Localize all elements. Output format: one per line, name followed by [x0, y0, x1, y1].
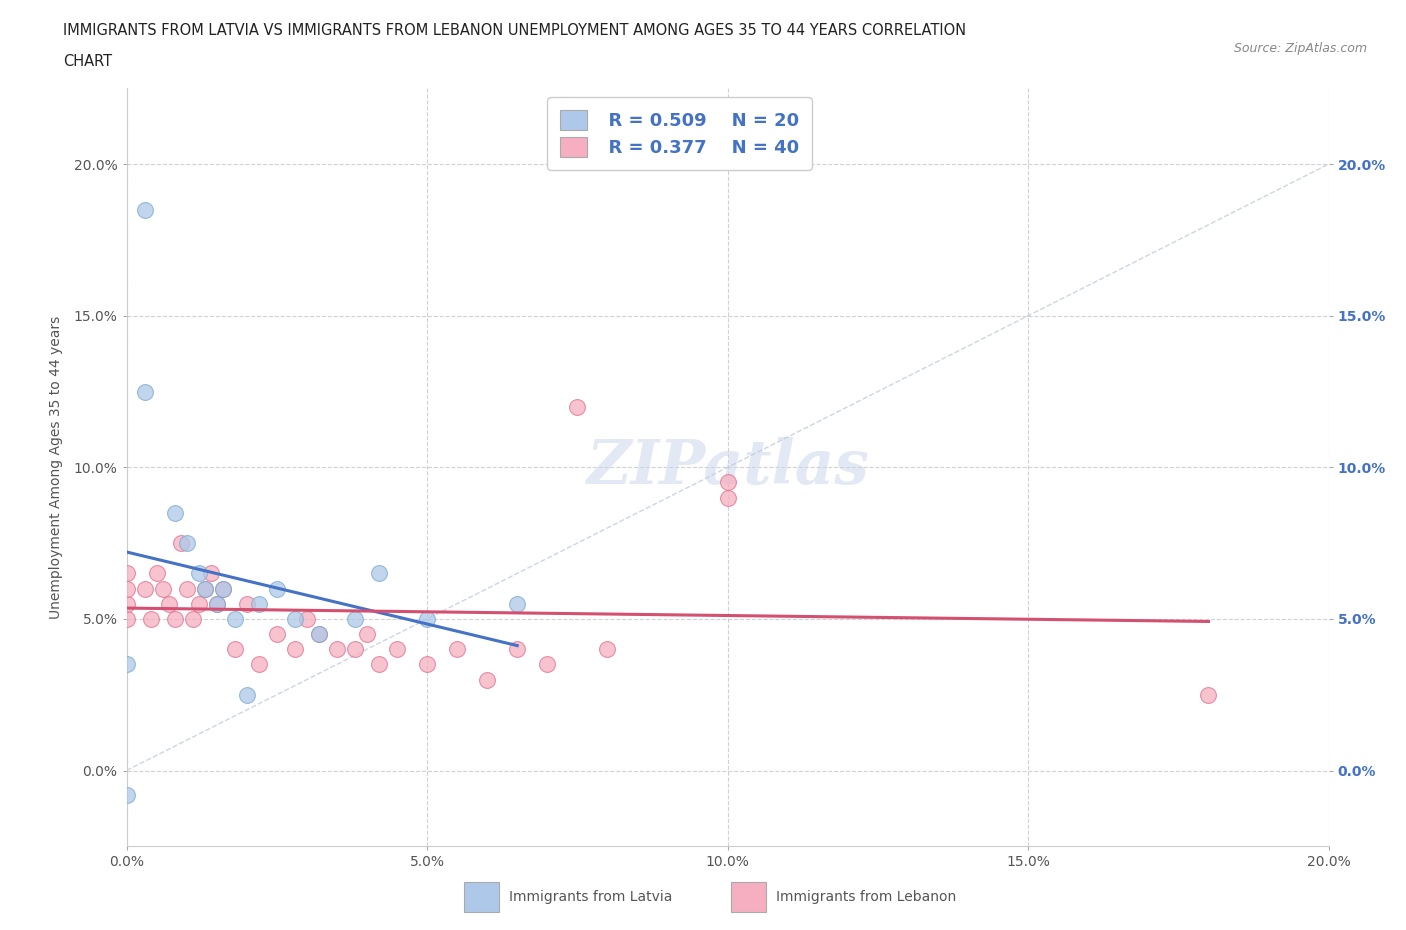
Point	[163, 612, 186, 627]
Point	[115, 657, 138, 671]
Point	[152, 581, 174, 596]
Point	[224, 612, 246, 627]
Point	[169, 536, 191, 551]
Point	[194, 581, 217, 596]
Text: Immigrants from Latvia: Immigrants from Latvia	[509, 890, 672, 904]
Point	[157, 596, 180, 611]
Point	[385, 642, 408, 657]
Point	[536, 657, 558, 671]
Point	[326, 642, 349, 657]
Point	[368, 566, 391, 581]
Point	[247, 596, 270, 611]
Text: Immigrants from Lebanon: Immigrants from Lebanon	[776, 890, 956, 904]
Point	[187, 566, 209, 581]
Point	[308, 627, 330, 642]
Point	[211, 581, 233, 596]
Point	[343, 612, 366, 627]
Point	[266, 581, 288, 596]
Point	[176, 536, 198, 551]
Point	[115, 566, 138, 581]
Point	[115, 612, 138, 627]
Point	[416, 612, 439, 627]
Point	[176, 581, 198, 596]
Point	[115, 788, 138, 803]
Point	[205, 596, 228, 611]
Text: ZIPatlas: ZIPatlas	[586, 437, 869, 498]
Point	[247, 657, 270, 671]
Legend:   R = 0.509    N = 20,   R = 0.377    N = 40: R = 0.509 N = 20, R = 0.377 N = 40	[547, 98, 811, 169]
Text: IMMIGRANTS FROM LATVIA VS IMMIGRANTS FROM LEBANON UNEMPLOYMENT AMONG AGES 35 TO : IMMIGRANTS FROM LATVIA VS IMMIGRANTS FRO…	[63, 23, 966, 38]
Point	[205, 596, 228, 611]
Point	[343, 642, 366, 657]
Point	[145, 566, 167, 581]
Point	[163, 505, 186, 520]
Point	[368, 657, 391, 671]
Point	[134, 581, 156, 596]
Point	[200, 566, 222, 581]
Point	[224, 642, 246, 657]
Y-axis label: Unemployment Among Ages 35 to 44 years: Unemployment Among Ages 35 to 44 years	[49, 315, 62, 619]
Point	[416, 657, 439, 671]
Point	[295, 612, 318, 627]
Point	[506, 596, 529, 611]
Point	[235, 687, 259, 702]
FancyBboxPatch shape	[731, 882, 766, 911]
Point	[284, 642, 307, 657]
Point	[235, 596, 259, 611]
Point	[716, 475, 740, 490]
FancyBboxPatch shape	[464, 882, 499, 911]
Point	[284, 612, 307, 627]
Point	[134, 384, 156, 399]
Point	[716, 490, 740, 505]
Point	[308, 627, 330, 642]
Point	[475, 672, 498, 687]
Point	[115, 581, 138, 596]
Point	[194, 581, 217, 596]
Point	[1197, 687, 1219, 702]
Point	[506, 642, 529, 657]
Point	[446, 642, 468, 657]
Point	[187, 596, 209, 611]
Point	[181, 612, 204, 627]
Point	[567, 399, 589, 414]
Point	[356, 627, 378, 642]
Point	[211, 581, 233, 596]
Point	[266, 627, 288, 642]
Point	[134, 202, 156, 217]
Point	[115, 596, 138, 611]
Text: CHART: CHART	[63, 54, 112, 69]
Point	[139, 612, 162, 627]
Point	[596, 642, 619, 657]
Text: Source: ZipAtlas.com: Source: ZipAtlas.com	[1233, 42, 1367, 55]
